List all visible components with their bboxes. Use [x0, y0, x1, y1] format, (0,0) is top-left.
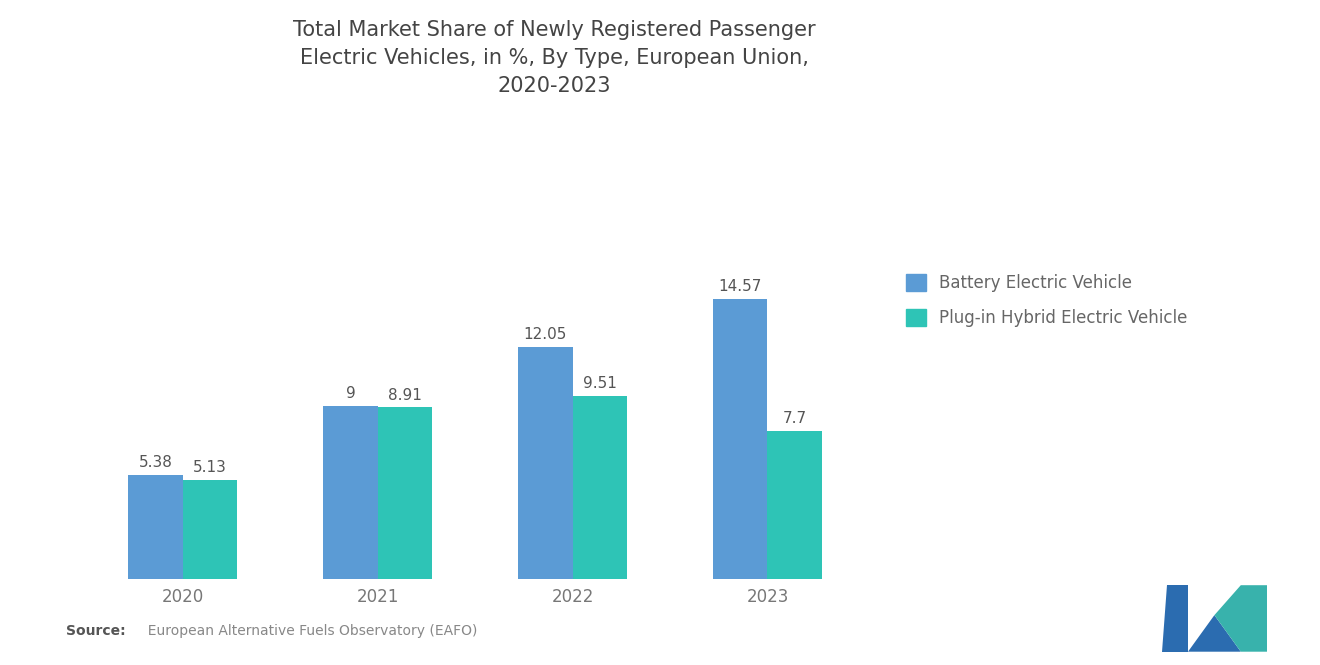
Bar: [713, 299, 767, 579]
Text: 5.38: 5.38: [139, 456, 173, 470]
Bar: [128, 475, 183, 579]
Polygon shape: [1188, 615, 1241, 652]
Text: 14.57: 14.57: [718, 279, 762, 294]
Legend: Battery Electric Vehicle, Plug-in Hybrid Electric Vehicle: Battery Electric Vehicle, Plug-in Hybrid…: [906, 275, 1188, 327]
Bar: [183, 480, 238, 579]
Polygon shape: [1162, 585, 1188, 652]
Text: 8.91: 8.91: [388, 388, 422, 402]
Text: Source:: Source:: [66, 624, 125, 638]
Bar: [767, 431, 822, 579]
Bar: [323, 406, 378, 579]
Bar: [378, 408, 433, 579]
Text: Total Market Share of Newly Registered Passenger
Electric Vehicles, in %, By Typ: Total Market Share of Newly Registered P…: [293, 20, 816, 96]
Text: 12.05: 12.05: [524, 327, 568, 342]
Bar: [517, 347, 573, 579]
Text: 9: 9: [346, 386, 355, 401]
Text: 5.13: 5.13: [193, 460, 227, 475]
Polygon shape: [1214, 585, 1267, 652]
Text: 7.7: 7.7: [783, 411, 807, 426]
Text: 9.51: 9.51: [583, 376, 616, 391]
Bar: [573, 396, 627, 579]
Text: European Alternative Fuels Observatory (EAFO): European Alternative Fuels Observatory (…: [139, 624, 477, 638]
